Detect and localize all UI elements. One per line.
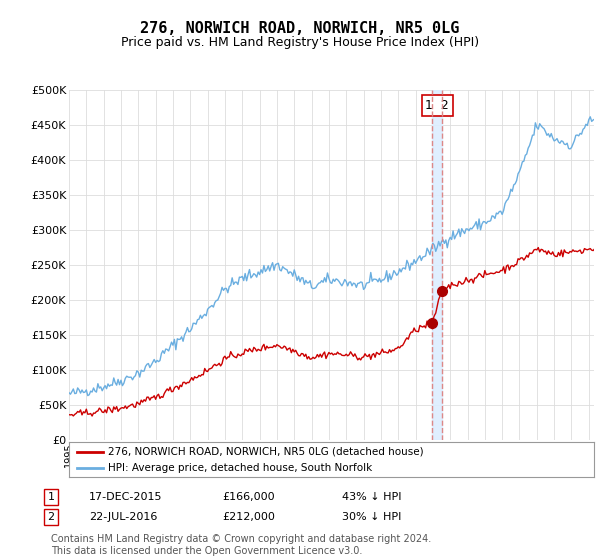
Bar bbox=[432, 90, 442, 440]
Text: 1  2: 1 2 bbox=[425, 99, 449, 112]
Text: 2: 2 bbox=[47, 512, 55, 522]
Text: £212,000: £212,000 bbox=[222, 512, 275, 522]
Text: 1: 1 bbox=[47, 492, 55, 502]
Text: 276, NORWICH ROAD, NORWICH, NR5 0LG: 276, NORWICH ROAD, NORWICH, NR5 0LG bbox=[140, 21, 460, 36]
Text: 22-JUL-2016: 22-JUL-2016 bbox=[89, 512, 157, 522]
Text: 43% ↓ HPI: 43% ↓ HPI bbox=[342, 492, 401, 502]
Text: HPI: Average price, detached house, South Norfolk: HPI: Average price, detached house, Sout… bbox=[109, 463, 373, 473]
Text: Price paid vs. HM Land Registry's House Price Index (HPI): Price paid vs. HM Land Registry's House … bbox=[121, 36, 479, 49]
Text: Contains HM Land Registry data © Crown copyright and database right 2024.
This d: Contains HM Land Registry data © Crown c… bbox=[51, 534, 431, 556]
Text: 17-DEC-2015: 17-DEC-2015 bbox=[89, 492, 162, 502]
Text: 276, NORWICH ROAD, NORWICH, NR5 0LG (detached house): 276, NORWICH ROAD, NORWICH, NR5 0LG (det… bbox=[109, 447, 424, 457]
Text: £166,000: £166,000 bbox=[222, 492, 275, 502]
Text: 30% ↓ HPI: 30% ↓ HPI bbox=[342, 512, 401, 522]
